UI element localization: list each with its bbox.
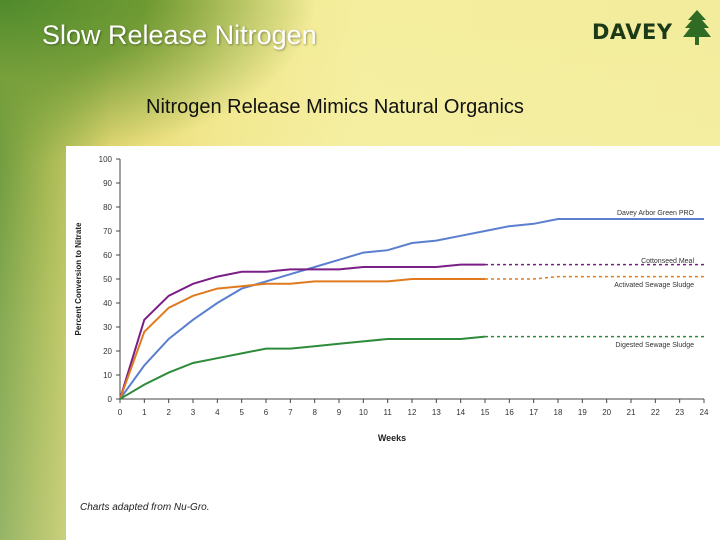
x-tick-label: 2 — [166, 408, 171, 417]
x-tick-label: 24 — [700, 408, 709, 417]
x-tick-label: 17 — [529, 408, 538, 417]
x-tick-label: 1 — [142, 408, 147, 417]
chart-heading: Nitrogen Release Mimics Natural Organics — [146, 96, 524, 118]
y-tick-label: 10 — [103, 371, 112, 380]
series-line — [119, 335, 486, 400]
x-tick-label: 22 — [651, 408, 660, 417]
tree-icon — [683, 10, 711, 45]
x-tick-label: 23 — [675, 408, 684, 417]
x-tick-label: 20 — [602, 408, 611, 417]
notes-panel — [66, 450, 720, 540]
series-label: Davey Arbor Green PRO — [617, 210, 695, 217]
y-tick-label: 60 — [103, 251, 112, 260]
y-tick-label: 100 — [99, 155, 113, 164]
series-line-projected — [485, 275, 704, 280]
x-tick-label: 21 — [627, 408, 636, 417]
y-tick-label: 70 — [103, 227, 112, 236]
x-tick-label: 11 — [384, 408, 393, 417]
series-line — [119, 218, 704, 400]
y-tick-label: 30 — [103, 323, 112, 332]
x-tick-label: 10 — [359, 408, 368, 417]
x-tick-label: 15 — [481, 408, 490, 417]
x-tick-label: 5 — [239, 408, 244, 417]
chart-panel: 0 10 20 30 40 50 60 70 80 90 100 0 1 2 3 4 5 6 7 8 9 10 11 12 13… — [66, 146, 720, 450]
x-tick-label: 19 — [578, 408, 587, 417]
source-credit: Charts adapted from Nu-Gro. — [80, 502, 210, 513]
x-tick-label: 4 — [215, 408, 220, 417]
x-tick-label: 13 — [432, 408, 441, 417]
y-axis-label: Percent Conversion to Nitrate — [74, 222, 83, 335]
series-label: Digested Sewage Sludge — [615, 342, 694, 349]
x-tick-label: 16 — [505, 408, 514, 417]
series-label: Activated Sewage Sludge — [614, 282, 694, 289]
x-tick-label: 8 — [312, 408, 317, 417]
x-tick-label: 6 — [264, 408, 269, 417]
y-tick-label: 90 — [103, 179, 112, 188]
x-tick-label: 0 — [118, 408, 123, 417]
series-label: Cottonseed Meal — [641, 258, 694, 265]
x-tick-label: 12 — [408, 408, 417, 417]
x-tick-label: 7 — [288, 408, 293, 417]
y-tick-label: 20 — [103, 347, 112, 356]
x-tick-label: 14 — [456, 408, 465, 417]
series-line — [119, 263, 485, 400]
y-tick-label: 80 — [103, 203, 112, 212]
davey-logo: DAVEY — [588, 8, 714, 50]
series-line — [119, 278, 485, 400]
y-tick-label: 50 — [103, 275, 112, 284]
y-tick-label: 40 — [103, 299, 112, 308]
x-tick-label: 3 — [191, 408, 196, 417]
logo-wordmark: DAVEY — [592, 20, 673, 44]
x-tick-label: 9 — [337, 408, 342, 417]
y-tick-label: 0 — [108, 395, 113, 404]
x-axis-label: Weeks — [378, 433, 406, 443]
slide-title: Slow Release Nitrogen — [42, 20, 317, 50]
x-tick-label: 18 — [554, 408, 563, 417]
